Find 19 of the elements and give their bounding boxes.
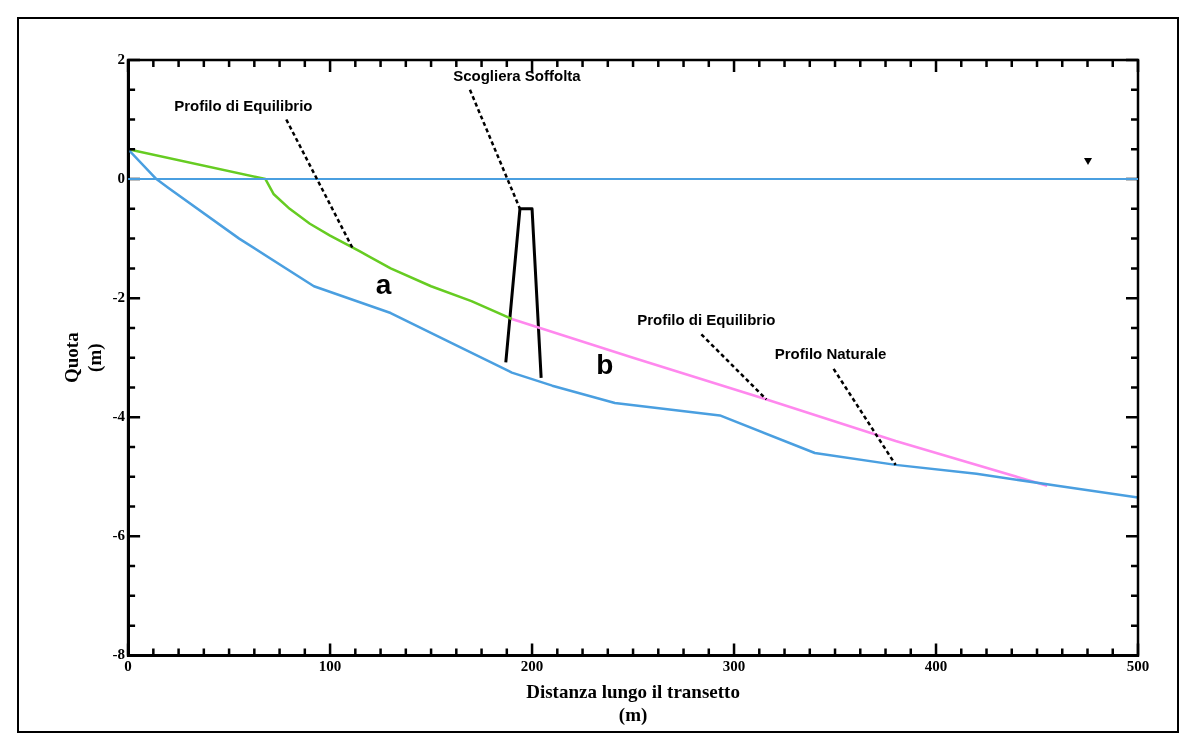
- y-tick-label: -2: [112, 289, 126, 306]
- annotation: Profilo di Equilibrio: [174, 96, 313, 114]
- y-tick-label: -8: [112, 646, 126, 663]
- y-axis-title: Quota (m): [61, 331, 107, 384]
- annotation: Scogliera Soffolta: [453, 66, 582, 84]
- annotation: a: [375, 268, 392, 300]
- x-tick-label: 100: [318, 658, 342, 675]
- annotation: Profilo di Equilibrio: [637, 310, 776, 328]
- y-tick-label: 0: [117, 169, 126, 186]
- x-axis-title: Distanza lungo il transetto (m): [526, 680, 740, 726]
- x-tick-label: 200: [520, 658, 544, 675]
- annotation: Profilo Naturale: [774, 345, 887, 363]
- y-tick-label: -6: [112, 527, 126, 544]
- annotation: b: [596, 349, 614, 381]
- x-tick-label: 300: [722, 658, 746, 675]
- x-tick-label: 400: [924, 658, 948, 675]
- x-tick-label: 500: [1126, 658, 1150, 675]
- y-tick-label: -4: [112, 408, 126, 425]
- y-tick-label: 2: [117, 50, 126, 67]
